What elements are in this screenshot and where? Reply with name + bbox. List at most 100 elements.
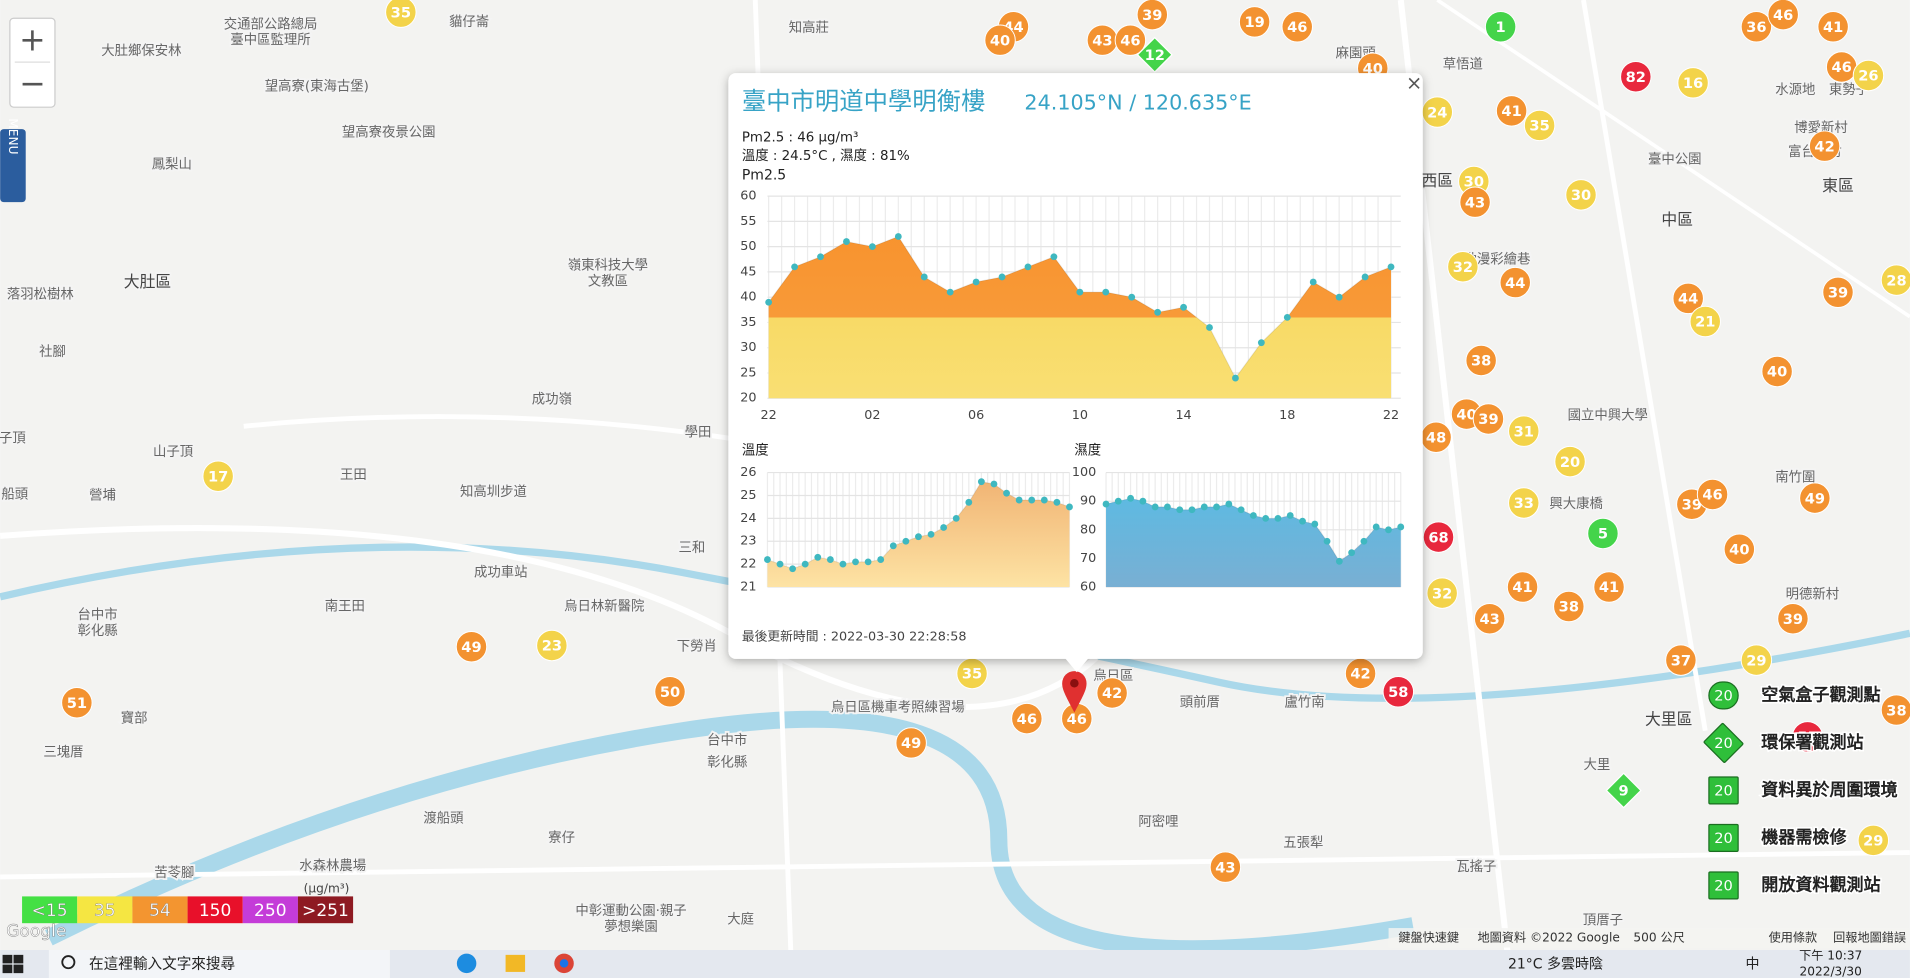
station-marker[interactable] bbox=[895, 727, 927, 759]
clock-time[interactable]: 下午 10:37 bbox=[1799, 949, 1862, 963]
station-marker[interactable] bbox=[1565, 179, 1597, 211]
station-marker[interactable] bbox=[1011, 702, 1043, 735]
station-marker[interactable] bbox=[1554, 445, 1586, 478]
station-marker[interactable] bbox=[536, 629, 568, 662]
station-marker[interactable] bbox=[1136, 36, 1173, 73]
station-marker[interactable] bbox=[1114, 24, 1147, 56]
ime[interactable]: 中 bbox=[1745, 957, 1759, 973]
map-footer[interactable]: 地圖資料 ©2022 Google bbox=[1477, 930, 1619, 944]
station-marker[interactable] bbox=[1136, 0, 1169, 31]
station-marker[interactable] bbox=[1880, 264, 1910, 296]
station-marker[interactable] bbox=[1447, 251, 1479, 283]
close-button[interactable]: × bbox=[1406, 72, 1422, 95]
station-marker[interactable] bbox=[1799, 482, 1831, 514]
station-marker[interactable] bbox=[385, 0, 417, 28]
point bbox=[1128, 293, 1136, 301]
station-marker[interactable] bbox=[1852, 59, 1885, 92]
station-marker[interactable] bbox=[654, 676, 686, 708]
point bbox=[791, 263, 798, 271]
station-marker[interactable] bbox=[1096, 677, 1128, 709]
station-marker[interactable] bbox=[1857, 824, 1890, 857]
station-marker[interactable] bbox=[1473, 602, 1506, 635]
station-marker[interactable] bbox=[1791, 721, 1824, 753]
point bbox=[972, 278, 980, 286]
point bbox=[1283, 313, 1291, 321]
y-tick-label: 70 bbox=[1080, 551, 1096, 566]
point bbox=[765, 298, 773, 306]
station-marker[interactable] bbox=[1281, 11, 1313, 43]
station-marker[interactable] bbox=[1484, 11, 1517, 43]
map-footer[interactable]: 使用條款 bbox=[1769, 929, 1818, 944]
station-marker[interactable] bbox=[1506, 571, 1539, 603]
station-marker[interactable] bbox=[1817, 11, 1849, 43]
menu-tab[interactable]: MENU bbox=[0, 118, 26, 203]
point bbox=[1262, 514, 1270, 522]
station-marker[interactable] bbox=[455, 631, 488, 663]
station-marker[interactable] bbox=[1523, 109, 1556, 142]
station-marker[interactable] bbox=[1508, 415, 1540, 447]
map-footer[interactable]: 鍵盤快速鍵 bbox=[1398, 929, 1459, 944]
station-marker[interactable] bbox=[1808, 130, 1841, 162]
station-marker[interactable] bbox=[1822, 276, 1854, 309]
zoom-out[interactable]: − bbox=[19, 66, 46, 102]
point bbox=[894, 233, 902, 240]
station-marker[interactable] bbox=[1672, 282, 1704, 315]
station-marker[interactable] bbox=[1587, 517, 1619, 550]
station-marker[interactable] bbox=[1382, 676, 1415, 708]
marker-value: 5 bbox=[1598, 526, 1608, 543]
station-marker[interactable] bbox=[1459, 186, 1491, 218]
station-marker[interactable] bbox=[1740, 11, 1773, 43]
station-marker[interactable] bbox=[1238, 6, 1271, 38]
marker-value: 41 bbox=[1501, 103, 1521, 120]
zoom-in[interactable]: + bbox=[19, 22, 46, 58]
station-marker[interactable] bbox=[1209, 851, 1242, 883]
station-marker[interactable] bbox=[1426, 577, 1458, 609]
station-marker[interactable] bbox=[1740, 644, 1773, 676]
station-marker[interactable] bbox=[1553, 590, 1585, 623]
weather[interactable]: 21°C 多雲時陰 bbox=[1508, 956, 1603, 973]
marker-value: 29 bbox=[1863, 833, 1883, 850]
place-label: 寮仔 bbox=[548, 829, 575, 846]
station-marker[interactable] bbox=[1508, 487, 1540, 519]
google-logo: Google bbox=[6, 922, 66, 942]
station-marker[interactable] bbox=[1593, 571, 1625, 603]
station-marker[interactable] bbox=[984, 24, 1016, 56]
station-marker[interactable] bbox=[1472, 403, 1505, 435]
place-label: 寶部 bbox=[121, 711, 148, 727]
menu-label[interactable]: MENU bbox=[6, 118, 20, 154]
station-marker[interactable] bbox=[1777, 602, 1809, 635]
station-marker[interactable] bbox=[1880, 694, 1910, 726]
station-marker[interactable] bbox=[1605, 772, 1642, 809]
red-pin[interactable] bbox=[1062, 671, 1087, 713]
station-marker[interactable] bbox=[1499, 266, 1531, 299]
search-box[interactable]: 在這裡輸入文字來搜尋 bbox=[89, 956, 235, 973]
station-marker[interactable] bbox=[1689, 305, 1721, 338]
marker-value: 38 bbox=[1471, 353, 1491, 370]
place-label: 貓仔崙 bbox=[449, 14, 490, 30]
place-label: 興大康橋 bbox=[1549, 495, 1603, 512]
station-marker[interactable] bbox=[1723, 533, 1756, 565]
station-marker[interactable] bbox=[1620, 61, 1652, 93]
station-marker[interactable] bbox=[61, 687, 93, 719]
weather-reading: 溫度 : 24.5°C , 濕度 : 81% bbox=[742, 148, 910, 164]
station-marker[interactable] bbox=[202, 460, 234, 492]
y-tick-label: 100 bbox=[1072, 465, 1096, 480]
station-marker[interactable] bbox=[1465, 344, 1497, 377]
station-marker[interactable] bbox=[1422, 521, 1455, 553]
station-marker[interactable] bbox=[1677, 67, 1709, 99]
place-label: 大里區 bbox=[1645, 709, 1692, 728]
clock-date[interactable]: 2022/3/30 bbox=[1800, 964, 1862, 978]
point bbox=[927, 530, 935, 538]
marker-value: 48 bbox=[1426, 429, 1446, 446]
station-marker[interactable] bbox=[1495, 95, 1528, 127]
station-marker[interactable] bbox=[1665, 644, 1697, 676]
map-footer[interactable]: 回報地圖錯誤 bbox=[1833, 929, 1906, 944]
station-marker[interactable] bbox=[1696, 478, 1729, 511]
y-tick-label: 24 bbox=[740, 511, 756, 526]
place-label: 望高寮夜景公園 bbox=[342, 124, 436, 141]
station-marker[interactable] bbox=[1767, 0, 1799, 31]
marker-value: 68 bbox=[1428, 529, 1448, 546]
marker-value: 26 bbox=[1858, 68, 1878, 85]
chart-title: 溫度 bbox=[742, 443, 769, 459]
station-marker[interactable] bbox=[1761, 355, 1793, 388]
